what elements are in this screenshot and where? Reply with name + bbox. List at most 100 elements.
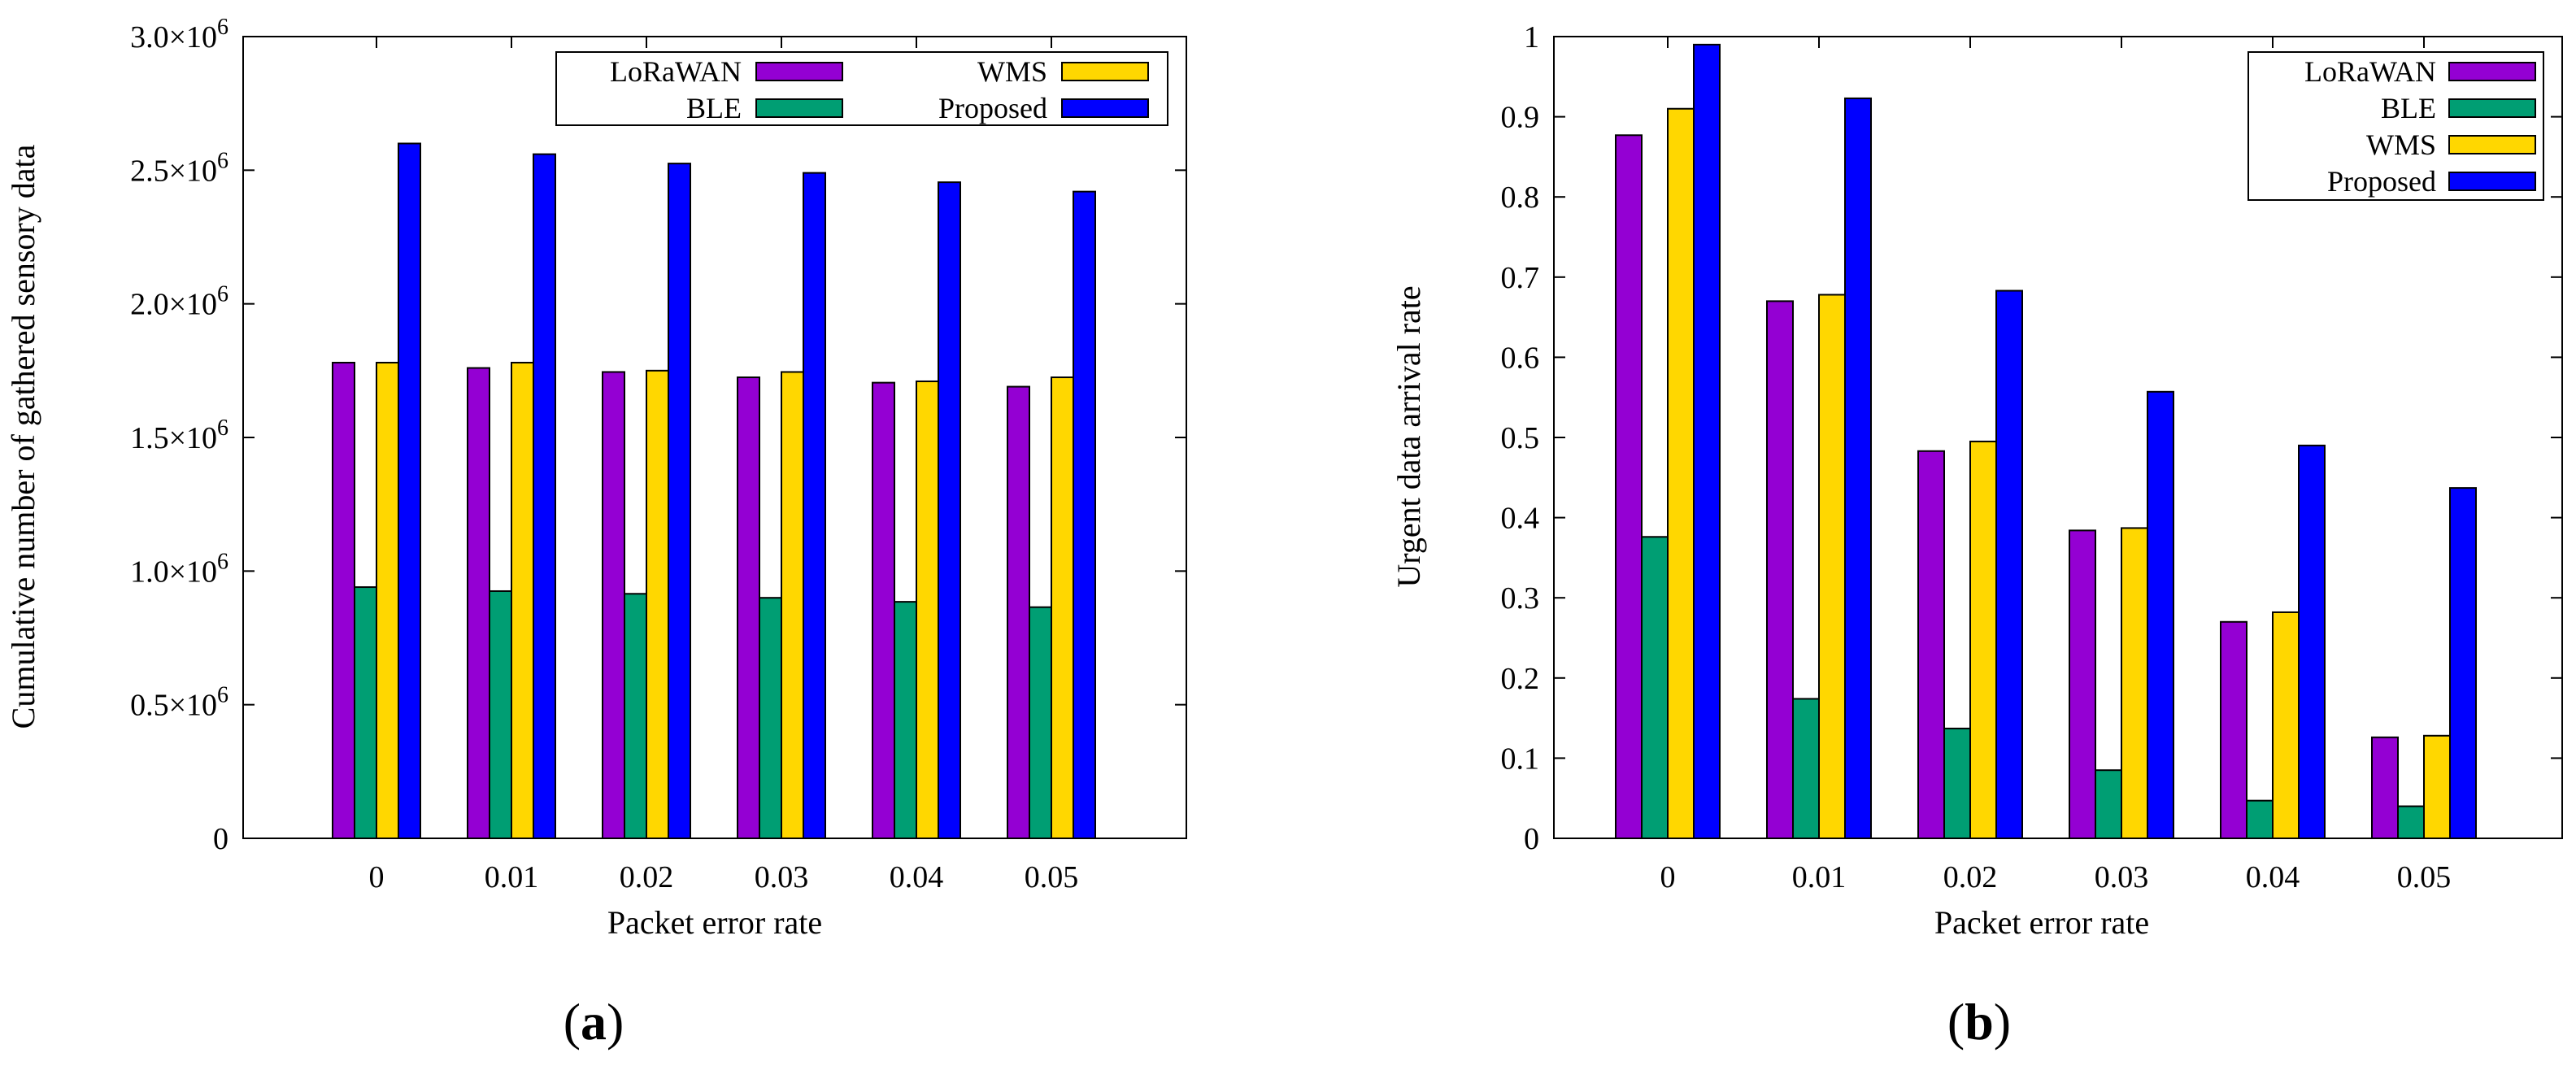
bar-a-wms-0.04: [916, 380, 939, 840]
x-tick-label-a: 0.04: [890, 860, 944, 894]
bar-a-proposed-0.02: [668, 163, 691, 840]
bar-b-ble-0.04: [2246, 799, 2274, 840]
bar-b-proposed-0.01: [1844, 97, 1872, 839]
bar-b-proposed-0.05: [2449, 487, 2477, 839]
chart-a: 0 0.5×106 1.0×106 1.5×106 2.0×106 2.5×106 3.0×…: [5, 15, 1187, 1051]
x-tick-label-b: 0.02: [1943, 860, 1998, 894]
y-tick-label-b: 0.7: [1501, 261, 1540, 295]
y-tick-label-b: 0.3: [1501, 581, 1540, 616]
x-tick-label-a: 0.02: [620, 860, 674, 894]
caption-b-label: b: [1965, 993, 1994, 1051]
legend-swatch-a-lorawan: [755, 62, 843, 81]
y-tick-label-a: 0.5×106: [130, 683, 228, 723]
y-tick-label-b: 0.8: [1501, 181, 1540, 215]
y-tick-label-a: 1.5×106: [130, 416, 228, 455]
y-axis-label-b: Urgent data arrival rate: [1390, 285, 1427, 587]
x-axis-label-b: Packet error rate: [1934, 904, 2149, 941]
caption-a: (a): [564, 993, 624, 1051]
bar-b-ble-0: [1641, 536, 1669, 839]
x-tick-label-b: 0.01: [1792, 860, 1847, 894]
y-tick-label-a: 3.0×106: [130, 15, 228, 54]
bar-b-wms-0.02: [1969, 440, 1997, 839]
bar-a-proposed-0.01: [533, 153, 556, 839]
x-tick-label-a: 0.03: [755, 860, 809, 894]
caption-b: (b): [1947, 993, 2011, 1051]
legend-label-b-wms: WMS: [2366, 128, 2436, 161]
bar-a-ble-0.01: [489, 590, 512, 839]
x-tick-label-b: 0: [1660, 860, 1676, 894]
bar-b-wms-0: [1667, 107, 1695, 840]
legend-swatch-a-wms: [1061, 62, 1149, 81]
y-tick-label-b: 0.2: [1501, 662, 1540, 696]
y-tick-label-b: 1: [1524, 20, 1539, 54]
bar-a-ble-0.04: [894, 601, 917, 839]
x-tick-label-b: 0.03: [2095, 860, 2149, 894]
bar-a-proposed-0.05: [1073, 190, 1096, 840]
bar-a-proposed-0.04: [938, 181, 961, 839]
y-tick-label-b: 0.5: [1501, 421, 1540, 455]
y-tick-label-a: 2.5×106: [130, 148, 228, 188]
bar-a-wms-0.02: [646, 369, 669, 840]
bar-a-wms-0: [376, 361, 399, 839]
legend-swatch-b-proposed: [2448, 172, 2536, 191]
bar-b-proposed-0: [1693, 43, 1721, 840]
bar-a-lorawan-0.01: [467, 367, 490, 839]
bar-a-lorawan-0.02: [602, 371, 625, 839]
bar-a-lorawan-0.03: [737, 376, 760, 839]
bar-b-proposed-0.03: [2147, 390, 2174, 840]
bar-b-lorawan-0: [1615, 134, 1643, 839]
bar-b-lorawan-0.01: [1766, 300, 1794, 839]
bar-a-wms-0.03: [781, 371, 804, 839]
bar-b-wms-0.03: [2121, 527, 2148, 840]
x-tick-label-a: 0.05: [1025, 860, 1079, 894]
bar-a-ble-0.03: [759, 597, 782, 839]
legend-swatch-b-ble: [2448, 98, 2536, 118]
bar-a-wms-0.05: [1051, 376, 1074, 839]
legend-label-a-ble: BLE: [686, 92, 742, 124]
y-tick-label-b: 0.1: [1501, 742, 1540, 776]
x-tick-label-a: 0.01: [485, 860, 539, 894]
bar-b-lorawan-0.05: [2371, 736, 2399, 839]
y-tick-label-b: 0.6: [1501, 341, 1540, 375]
legend-label-a-wms: WMS: [977, 55, 1047, 88]
bar-a-lorawan-0: [332, 361, 355, 839]
bar-b-proposed-0.04: [2298, 444, 2326, 839]
legend-label-a-lorawan: LoRaWAN: [610, 55, 742, 88]
bar-b-lorawan-0.04: [2220, 620, 2247, 840]
x-tick-label-b: 0.05: [2397, 860, 2452, 894]
bar-b-proposed-0.02: [1995, 289, 2023, 839]
bar-b-ble-0.02: [1943, 727, 1971, 840]
bar-a-proposed-0: [398, 142, 421, 839]
y-tick-label-a: 0: [213, 822, 228, 856]
legend-b: LoRaWAN BLE WMS Proposed: [2247, 51, 2544, 201]
y-tick-label-b: 0.9: [1501, 101, 1540, 135]
bar-b-wms-0.01: [1818, 294, 1846, 839]
y-axis-label-a: Cumulative number of gathered sensory da…: [5, 144, 41, 729]
x-axis-label-a: Packet error rate: [607, 904, 822, 941]
bar-b-ble-0.01: [1792, 698, 1820, 839]
x-tick-label-a: 0: [369, 860, 385, 894]
caption-a-label: a: [581, 993, 607, 1051]
legend-swatch-a-proposed: [1061, 98, 1149, 118]
bar-b-lorawan-0.03: [2069, 529, 2096, 839]
y-tick-label-a: 1.0×106: [130, 549, 228, 589]
bar-a-ble-0.05: [1029, 606, 1052, 839]
y-tick-label-a: 2.0×106: [130, 282, 228, 322]
legend-swatch-b-wms: [2448, 135, 2536, 154]
legend-label-b-lorawan: LoRaWAN: [2304, 55, 2436, 88]
legend-label-b-proposed: Proposed: [2327, 165, 2436, 198]
legend-swatch-a-ble: [755, 98, 843, 118]
bar-a-lorawan-0.05: [1007, 385, 1030, 839]
bar-b-ble-0.05: [2397, 805, 2425, 839]
legend-label-b-ble: BLE: [2381, 92, 2436, 124]
bar-a-ble-0: [354, 586, 377, 839]
chart-b: 0 0.1 0.2 0.3 0.4 0.5 0.6 0.7 0.8 0.9 1 0 0.01 0.02 0…: [1390, 20, 2563, 1051]
legend-label-a-proposed: Proposed: [938, 92, 1047, 124]
bar-a-proposed-0.03: [803, 172, 826, 839]
bar-a-lorawan-0.04: [872, 381, 895, 839]
bar-a-ble-0.02: [624, 593, 647, 840]
bar-b-ble-0.03: [2095, 769, 2122, 839]
bar-b-lorawan-0.02: [1917, 450, 1945, 840]
bar-b-wms-0.05: [2423, 734, 2451, 839]
